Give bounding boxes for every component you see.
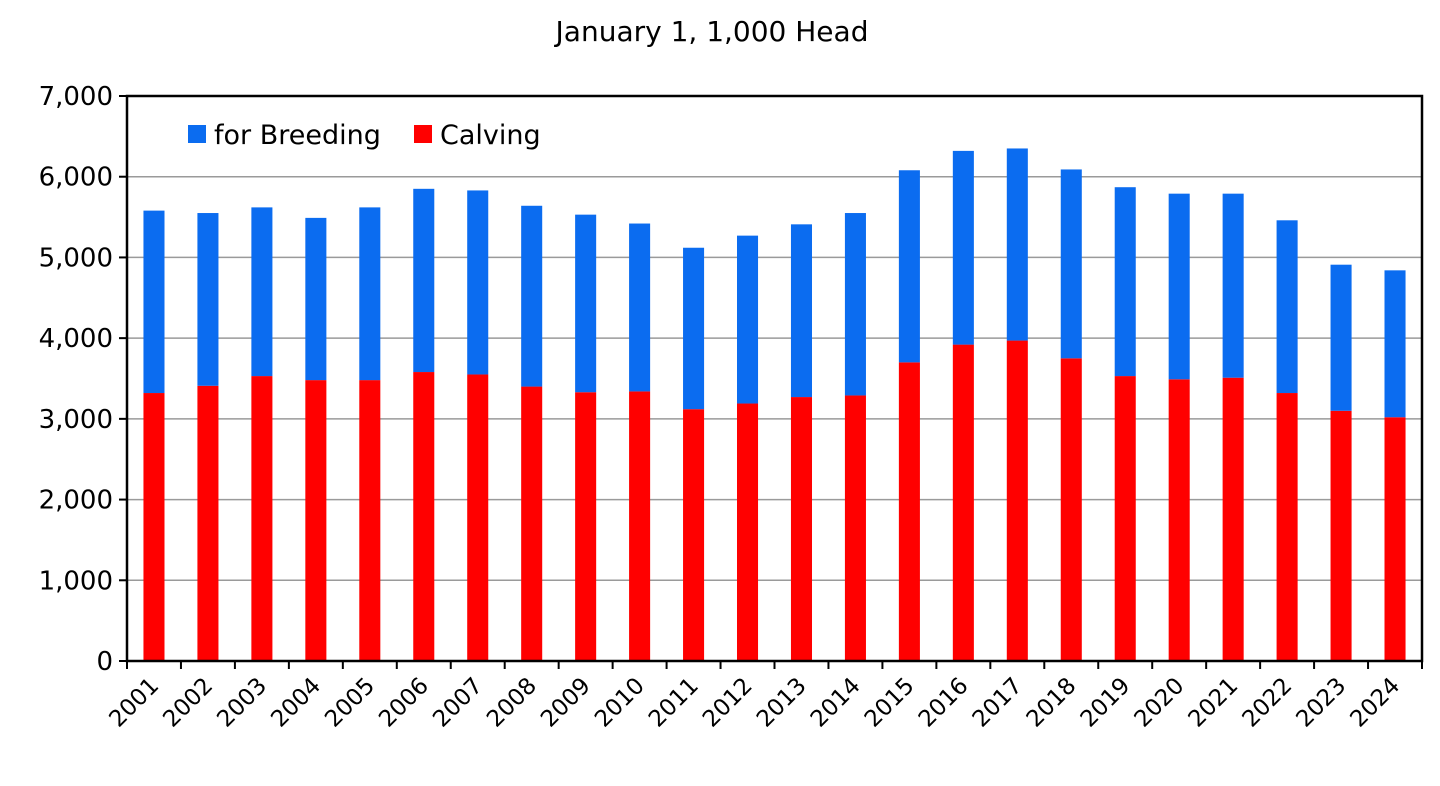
x-tick-label: 2013 (752, 673, 812, 733)
legend-label: for Breeding (214, 120, 381, 151)
x-tick-label: 2010 (590, 673, 650, 733)
x-tick-label: 2007 (428, 673, 488, 733)
x-tick-label: 2004 (266, 673, 326, 733)
bar-calving (197, 385, 219, 661)
legend-swatch (188, 125, 206, 143)
y-tick-label: 4,000 (39, 324, 113, 354)
bar-for-breeding (1060, 169, 1082, 359)
bar-calving (790, 397, 813, 661)
x-tick-label: 2020 (1130, 673, 1190, 733)
x-tick-label: 2015 (860, 673, 920, 733)
bar-for-breeding (736, 235, 759, 404)
x-tick-label: 2003 (212, 673, 272, 733)
x-tick-label: 2012 (698, 673, 758, 733)
bar-for-breeding (1384, 270, 1406, 418)
bar-for-breeding (575, 214, 597, 393)
x-tick-label: 2021 (1184, 673, 1244, 733)
bar-for-breeding (629, 223, 651, 392)
bar-calving (575, 392, 597, 661)
bar-for-breeding (359, 207, 381, 381)
bar-calving (1222, 377, 1244, 661)
x-tick-label: 2014 (806, 673, 866, 733)
bar-for-breeding (413, 188, 435, 373)
bar-for-breeding (305, 217, 327, 381)
bar-calving (251, 376, 273, 661)
bar-calving (898, 362, 920, 661)
bar-calving (952, 344, 974, 661)
y-axis: 0 1,000 2,000 3,000 4,000 5,000 6,000 7,000 (39, 82, 127, 677)
x-axis: 2001200220032004200520062007200820092010… (104, 661, 1423, 733)
bar-calving (1330, 410, 1352, 661)
x-tick-label: 2022 (1238, 673, 1298, 733)
bar-calving (629, 391, 651, 661)
x-tick-label: 2023 (1292, 673, 1352, 733)
chart-subtitle: January 1, 1,000 Head (554, 15, 869, 48)
bar-calving (305, 380, 327, 661)
bar-for-breeding (1114, 187, 1136, 377)
bar-for-breeding (143, 210, 165, 394)
bar-for-breeding (1276, 220, 1298, 394)
bar-calving (844, 395, 866, 661)
bar-for-breeding (467, 190, 489, 375)
bar-calving (1384, 417, 1406, 661)
y-tick-label: 0 (96, 647, 113, 677)
bar-calving (143, 393, 165, 661)
bar-calving (521, 386, 543, 661)
bar-for-breeding (1168, 193, 1190, 380)
x-tick-label: 2008 (482, 673, 542, 733)
x-tick-label: 2005 (320, 673, 380, 733)
x-tick-label: 2002 (158, 673, 218, 733)
bar-calving (1276, 393, 1298, 661)
bar-calving (1168, 379, 1190, 661)
y-tick-label: 3,000 (39, 405, 113, 435)
bar-for-breeding (898, 170, 920, 363)
bar-for-breeding (1222, 193, 1244, 378)
bar-for-breeding (844, 213, 866, 396)
x-tick-label: 2018 (1022, 673, 1082, 733)
bar-for-breeding (197, 213, 219, 386)
bar-for-breeding (683, 247, 705, 410)
y-tick-label: 2,000 (39, 486, 113, 516)
x-tick-label: 2019 (1076, 673, 1136, 733)
bar-for-breeding (1006, 148, 1028, 341)
y-tick-label: 7,000 (39, 82, 113, 112)
bar-calving (359, 380, 381, 661)
bar-calving (1060, 358, 1082, 661)
x-tick-label: 2006 (374, 673, 434, 733)
x-tick-label: 2011 (644, 673, 704, 733)
bar-for-breeding (251, 207, 273, 377)
bar-calving (1006, 340, 1028, 661)
bar-calving (736, 403, 759, 661)
legend: for Breeding Calving (188, 120, 541, 151)
bar-calving (413, 372, 435, 661)
x-tick-label: 2017 (968, 673, 1028, 733)
x-tick-label: 2001 (104, 673, 164, 733)
legend-swatch (414, 125, 432, 143)
bar-for-breeding (521, 205, 543, 387)
bar-calving (467, 374, 489, 661)
y-tick-label: 1,000 (39, 566, 113, 596)
x-tick-label: 2016 (914, 673, 974, 733)
x-tick-label: 2024 (1345, 673, 1405, 733)
bar-for-breeding (790, 224, 813, 398)
bar-for-breeding (1330, 264, 1352, 411)
bar-for-breeding (952, 150, 974, 345)
y-tick-label: 5,000 (39, 243, 113, 273)
y-tick-label: 6,000 (39, 163, 113, 193)
gridlines (127, 175, 1422, 582)
bar-calving (1114, 376, 1136, 661)
legend-label: Calving (440, 120, 541, 151)
x-tick-label: 2009 (536, 673, 596, 733)
bars (143, 148, 1406, 661)
bar-calving (683, 409, 705, 661)
